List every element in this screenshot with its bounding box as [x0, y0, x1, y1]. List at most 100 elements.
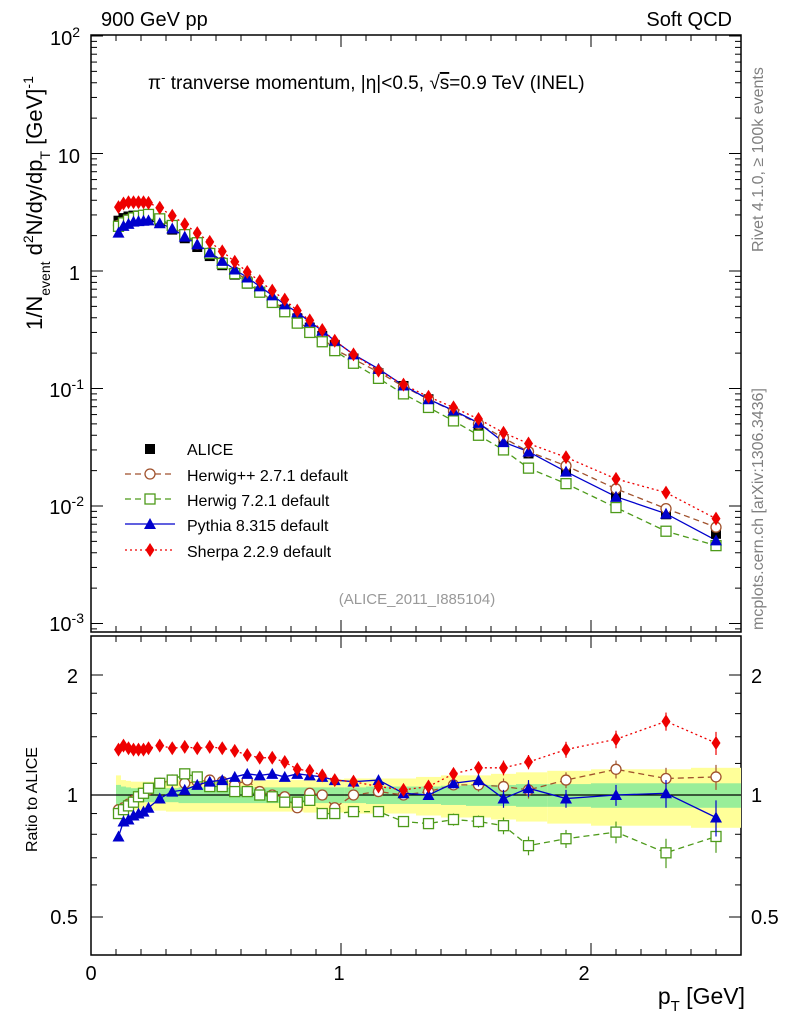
data-point-herwig: [304, 326, 316, 339]
legend-label-pythia: Pythia 8.315 default: [187, 518, 329, 535]
ratio-point-pythia: [216, 774, 229, 786]
data-point-pythia: [178, 230, 191, 242]
data-point-sherpa: [611, 471, 621, 486]
data-point-sherpa: [317, 322, 327, 337]
ytick-label-1e-2: 10-2: [49, 493, 84, 519]
analysis-id-label: (ALICE_2011_I885104): [339, 591, 496, 608]
data-point-herwig: [610, 501, 622, 514]
ratio-point-herwig: [560, 833, 572, 845]
ratio-ytick-right-1: 1: [751, 785, 762, 807]
legend-marker: [145, 543, 155, 557]
data-point-sherpa: [349, 347, 358, 362]
data-point-pythia: [497, 436, 510, 448]
ratio-point-sherpa: [292, 762, 302, 777]
ratio-point-herwig: [329, 807, 341, 820]
data-point-herwig: [560, 477, 572, 490]
ytick-label-1: 1: [69, 263, 80, 285]
ratio-point-pythia: [472, 774, 485, 786]
x-axis-label: pT [GeV]: [658, 983, 745, 1015]
ratio-point-sherpa: [144, 741, 153, 756]
legend-label-alice: ALICE: [187, 442, 233, 459]
ratio-point-sherpa: [399, 782, 408, 797]
ratio-point-sherpa: [192, 741, 202, 756]
main-line-herwig++: [118, 215, 717, 528]
legend-marker: [144, 468, 156, 480]
xtick-label-1: 1: [333, 963, 344, 985]
data-point-alice: [711, 528, 721, 539]
ratio-point-sherpa: [349, 774, 358, 789]
data-point-sherpa: [230, 254, 240, 269]
ratio-point-pythia: [241, 767, 254, 779]
ratio-point-herwig++: [316, 789, 328, 801]
ratio-point-herwig: [397, 815, 410, 828]
data-point-pythia: [228, 263, 241, 275]
data-point-sherpa: [242, 265, 252, 280]
data-point-sherpa: [267, 283, 277, 298]
ratio-line-sherpa: [118, 720, 717, 791]
ratio-point-sherpa: [217, 741, 227, 756]
ratio-point-sherpa: [205, 739, 215, 754]
data-point-sherpa: [424, 389, 433, 404]
ratio-point-pythia: [228, 770, 241, 782]
ratio-point-sherpa: [129, 742, 138, 757]
data-point-sherpa: [129, 195, 138, 210]
ratio-point-sherpa: [611, 732, 621, 747]
data-point-pythia: [216, 254, 229, 266]
ratio-point-sherpa: [424, 779, 433, 794]
main-line-sherpa: [118, 201, 717, 520]
ytick-label-1e2: 102: [50, 24, 80, 50]
data-point-sherpa: [474, 412, 483, 427]
ratio-point-sherpa: [374, 779, 383, 794]
data-point-pythia: [560, 465, 572, 477]
data-point-sherpa: [139, 195, 148, 210]
ratio-point-sherpa: [267, 750, 277, 765]
data-point-sherpa: [499, 425, 508, 440]
data-point-sherpa: [330, 333, 340, 348]
data-point-sherpa: [374, 363, 383, 378]
data-point-pythia: [660, 507, 672, 519]
data-point-sherpa: [524, 436, 533, 451]
ratio-point-sherpa: [711, 736, 721, 751]
ratio-point-sherpa: [180, 739, 190, 754]
header-right: Soft QCD: [646, 9, 732, 31]
ratio-point-pythia: [178, 783, 191, 795]
data-point-herwig: [660, 525, 672, 537]
data-point-pythia: [112, 226, 125, 238]
ratio-point-sherpa: [305, 763, 315, 778]
data-point-sherpa: [711, 511, 721, 526]
ratio-ytick-right-05: 0.5: [751, 907, 779, 929]
data-point-sherpa: [144, 195, 153, 210]
ratio-point-herwig: [522, 839, 535, 852]
ratio-point-herwig: [142, 782, 155, 794]
ratio-point-herwig: [447, 813, 460, 826]
mcplots-label: mcplots.cern.ch [arXiv:1306.3436]: [750, 388, 767, 630]
legend: ALICE Herwig++ 2.7.1 default Herwig 7.2.…: [125, 442, 349, 561]
ratio-point-herwig++: [610, 763, 622, 775]
ratio-point-herwig: [241, 785, 253, 798]
ratio-point-herwig: [154, 777, 166, 789]
ratio-point-sherpa: [230, 743, 240, 758]
ratio-point-sherpa: [524, 754, 533, 769]
main-y-axis-label: 1/Nevent d2N/dy/dpT [GeV]-1: [20, 76, 53, 330]
data-point-herwig: [447, 415, 460, 427]
data-point-sherpa: [167, 208, 177, 223]
data-point-pythia: [191, 238, 204, 250]
ratio-point-sherpa: [317, 768, 327, 783]
ratio-point-sherpa: [280, 754, 290, 769]
ratio-ytick-left-1: 1: [67, 785, 78, 807]
ratio-point-herwig++: [710, 771, 722, 783]
ratio-point-herwig++: [347, 789, 360, 801]
ratio-point-pythia: [422, 789, 435, 800]
data-point-sherpa: [399, 377, 408, 392]
ytick-label-10: 10: [58, 146, 80, 168]
ratio-y-axis-label: Ratio to ALICE: [24, 747, 41, 852]
ratio-ytick-left-05: 0.5: [50, 907, 78, 929]
data-point-sherpa: [449, 400, 458, 415]
data-point-herwig: [522, 462, 535, 474]
data-point-herwig: [316, 336, 328, 348]
data-point-sherpa: [205, 234, 215, 249]
ratio-point-herwig: [279, 796, 291, 808]
data-point-sherpa: [134, 195, 143, 210]
data-point-sherpa: [280, 292, 290, 307]
data-point-sherpa: [124, 195, 133, 210]
